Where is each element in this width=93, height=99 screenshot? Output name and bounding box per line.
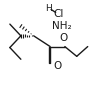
Text: O: O: [53, 61, 61, 71]
Text: Cl: Cl: [53, 9, 64, 19]
Text: O: O: [60, 33, 68, 43]
Text: H: H: [45, 4, 52, 13]
Text: NH₂: NH₂: [52, 21, 72, 31]
